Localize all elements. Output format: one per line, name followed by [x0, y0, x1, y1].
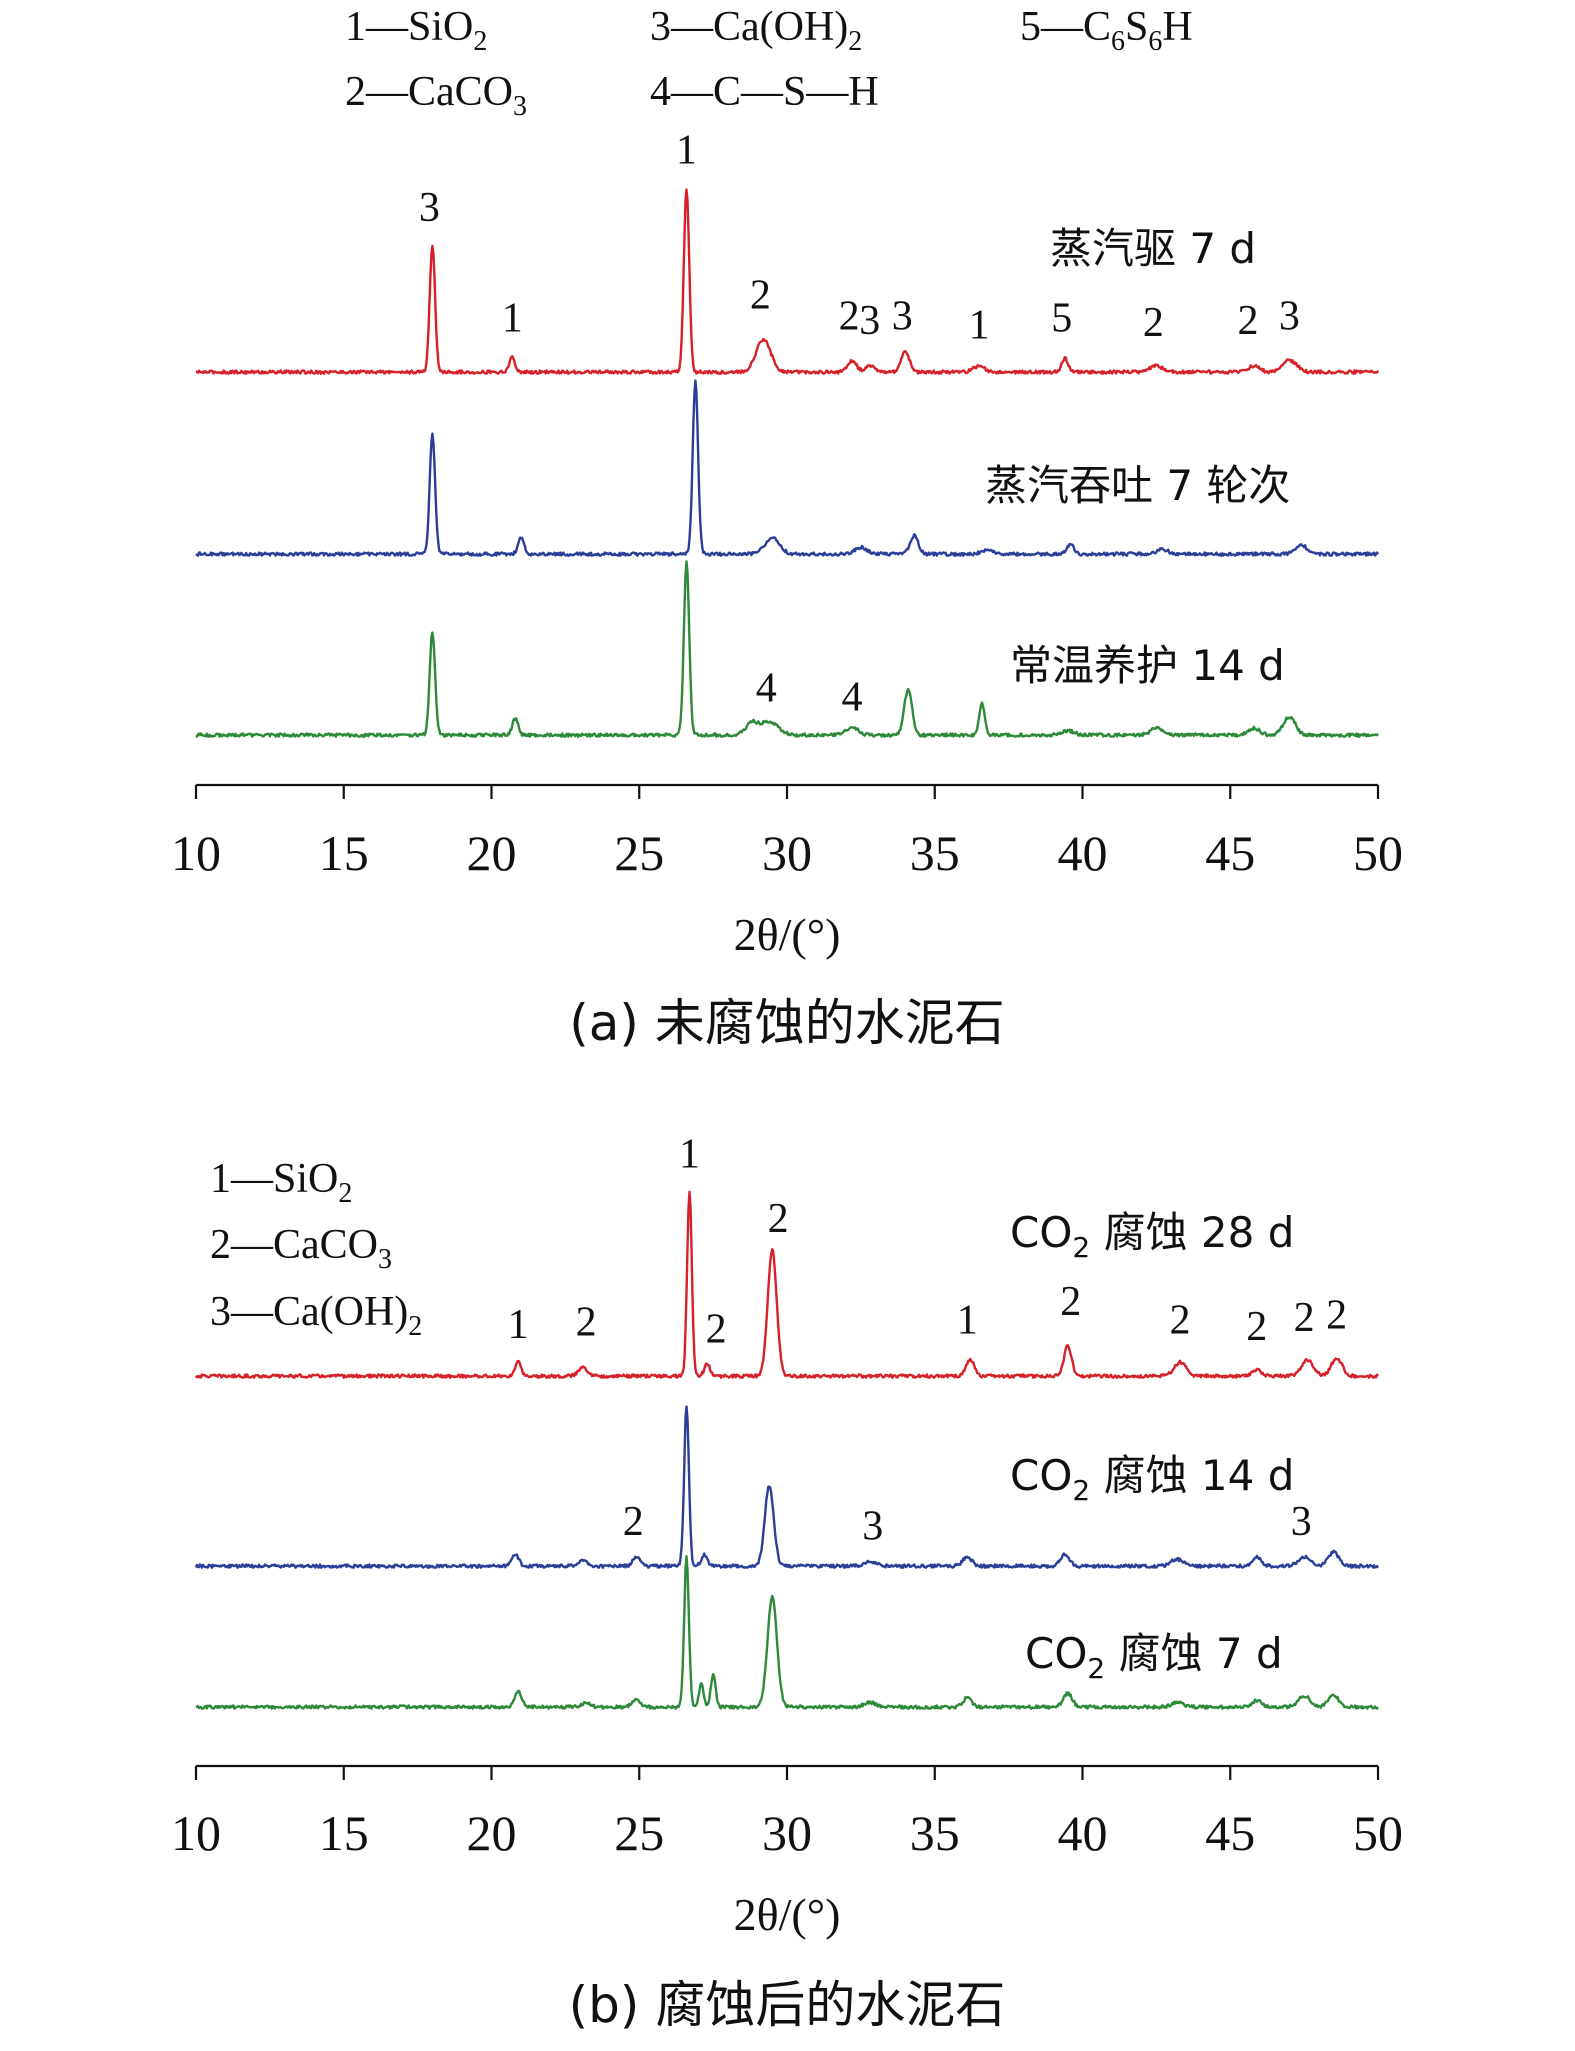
series-line-a-1	[195, 188, 1380, 375]
series-line-b-2	[194, 1405, 1379, 1569]
legend-a: 1—SiO2 2—CaCO3 3—Ca(OH)2 4—C—S—H 5—C6S6H	[345, 4, 1193, 122]
legend-a-item-2: 2—CaCO3	[345, 69, 527, 122]
series-line-a-3	[195, 560, 1379, 738]
legend-b: 1—SiO2 2—CaCO3 3—Ca(OH)2	[210, 1156, 422, 1342]
x-axis-label-b: 2θ/(°)	[734, 1889, 841, 1940]
peak-label-a-1-7: 3	[892, 293, 913, 339]
series-line-b-1	[195, 1190, 1379, 1379]
x-tick-label-a-25: 25	[614, 825, 664, 881]
series-line-b-3	[195, 1555, 1379, 1710]
peak-label-b-1-9: 2	[1246, 1304, 1267, 1350]
caption-a: (a) 未腐蚀的水泥石	[569, 994, 1005, 1052]
peak-label-b-2-3: 3	[1291, 1499, 1312, 1545]
peak-label-a-1-12: 3	[1279, 293, 1300, 339]
legend-a-item-5: 5—C6S6H	[1020, 4, 1193, 57]
peak-label-b-2-1: 2	[623, 1499, 644, 1545]
series-name-co2-28d: CO2 腐蚀 28 d	[1010, 1208, 1294, 1264]
peak-label-b-1-1: 1	[508, 1302, 529, 1348]
x-tick-label-b-25: 25	[614, 1805, 664, 1861]
peak-label-a-3-1: 4	[756, 666, 777, 712]
traces-b	[194, 1190, 1379, 1710]
peak-label-b-1-4: 2	[706, 1307, 727, 1353]
peak-label-a-1-4: 2	[750, 273, 771, 319]
peak-label-b-1-7: 2	[1060, 1279, 1081, 1325]
x-ticks-b: 10 15 20 25 30 35 40 45 50	[171, 1766, 1403, 1861]
legend-b-item-2: 2—CaCO3	[210, 1222, 392, 1275]
peak-label-b-1-2: 2	[576, 1300, 597, 1346]
panel-a: 1—SiO2 2—CaCO3 3—Ca(OH)2 4—C—S—H 5—C6S6H…	[171, 4, 1403, 1052]
traces-a	[195, 188, 1380, 738]
series-name-steam-huff-puff: 蒸汽吞吐 7 轮次	[985, 461, 1290, 510]
peak-label-b-1-11: 2	[1326, 1293, 1347, 1339]
series-name-steam-flood: 蒸汽驱 7 d	[1050, 224, 1256, 273]
peak-label-a-1-11: 2	[1238, 298, 1259, 344]
x-tick-label-a-10: 10	[171, 825, 221, 881]
x-tick-label-b-20: 20	[467, 1805, 517, 1861]
x-tick-label-a-35: 35	[910, 825, 960, 881]
peak-label-a-1-2: 1	[502, 296, 523, 342]
legend-a-item-1: 1—SiO2	[345, 4, 487, 57]
series-line-a-2	[195, 379, 1380, 557]
peak-label-b-2-2: 3	[862, 1503, 883, 1549]
x-tick-label-b-10: 10	[171, 1805, 221, 1861]
legend-a-item-4: 4—C—S—H	[650, 69, 879, 115]
peak-label-a-1-5: 2	[839, 293, 860, 339]
series-name-co2-14d: CO2 腐蚀 14 d	[1010, 1451, 1294, 1507]
peak-label-b-1-3: 1	[679, 1132, 700, 1178]
peak-label-b-1-10: 2	[1294, 1295, 1315, 1341]
x-tick-label-b-35: 35	[910, 1805, 960, 1861]
peak-label-a-1-9: 5	[1051, 296, 1072, 342]
caption-b: (b) 腐蚀后的水泥石	[569, 1976, 1006, 2034]
peak-label-b-1-6: 1	[957, 1297, 978, 1343]
x-axis-label-a: 2θ/(°)	[734, 909, 841, 960]
peak-label-a-3-2: 4	[842, 675, 863, 721]
peak-label-a-1-3: 1	[676, 128, 697, 174]
x-tick-label-a-20: 20	[467, 825, 517, 881]
series-name-co2-7d: CO2 腐蚀 7 d	[1025, 1629, 1283, 1685]
legend-b-item-1: 1—SiO2	[210, 1156, 352, 1209]
x-tick-label-a-50: 50	[1353, 825, 1403, 881]
x-tick-label-b-15: 15	[319, 1805, 369, 1861]
x-tick-label-b-40: 40	[1058, 1805, 1108, 1861]
peak-label-b-1-5: 2	[768, 1196, 789, 1242]
peak-label-b-1-8: 2	[1170, 1297, 1191, 1343]
x-tick-label-b-30: 30	[762, 1805, 812, 1861]
x-tick-label-b-45: 45	[1205, 1805, 1255, 1861]
x-tick-label-a-15: 15	[319, 825, 369, 881]
peak-label-a-1-1: 3	[419, 185, 440, 231]
x-tick-label-a-40: 40	[1058, 825, 1108, 881]
x-ticks-a: 10 15 20 25 30 35 40 45 50	[171, 785, 1403, 881]
peak-label-a-1-6: 3	[859, 298, 880, 344]
x-tick-label-a-30: 30	[762, 825, 812, 881]
legend-b-item-3: 3—Ca(OH)2	[210, 1289, 422, 1342]
peak-label-a-1-8: 1	[969, 303, 990, 349]
peak-label-a-1-10: 2	[1143, 300, 1164, 346]
series-name-room-temp-cure: 常温养护 14 d	[1010, 641, 1285, 690]
legend-a-item-3: 3—Ca(OH)2	[650, 4, 862, 57]
x-tick-label-a-45: 45	[1205, 825, 1255, 881]
x-tick-label-b-50: 50	[1353, 1805, 1403, 1861]
